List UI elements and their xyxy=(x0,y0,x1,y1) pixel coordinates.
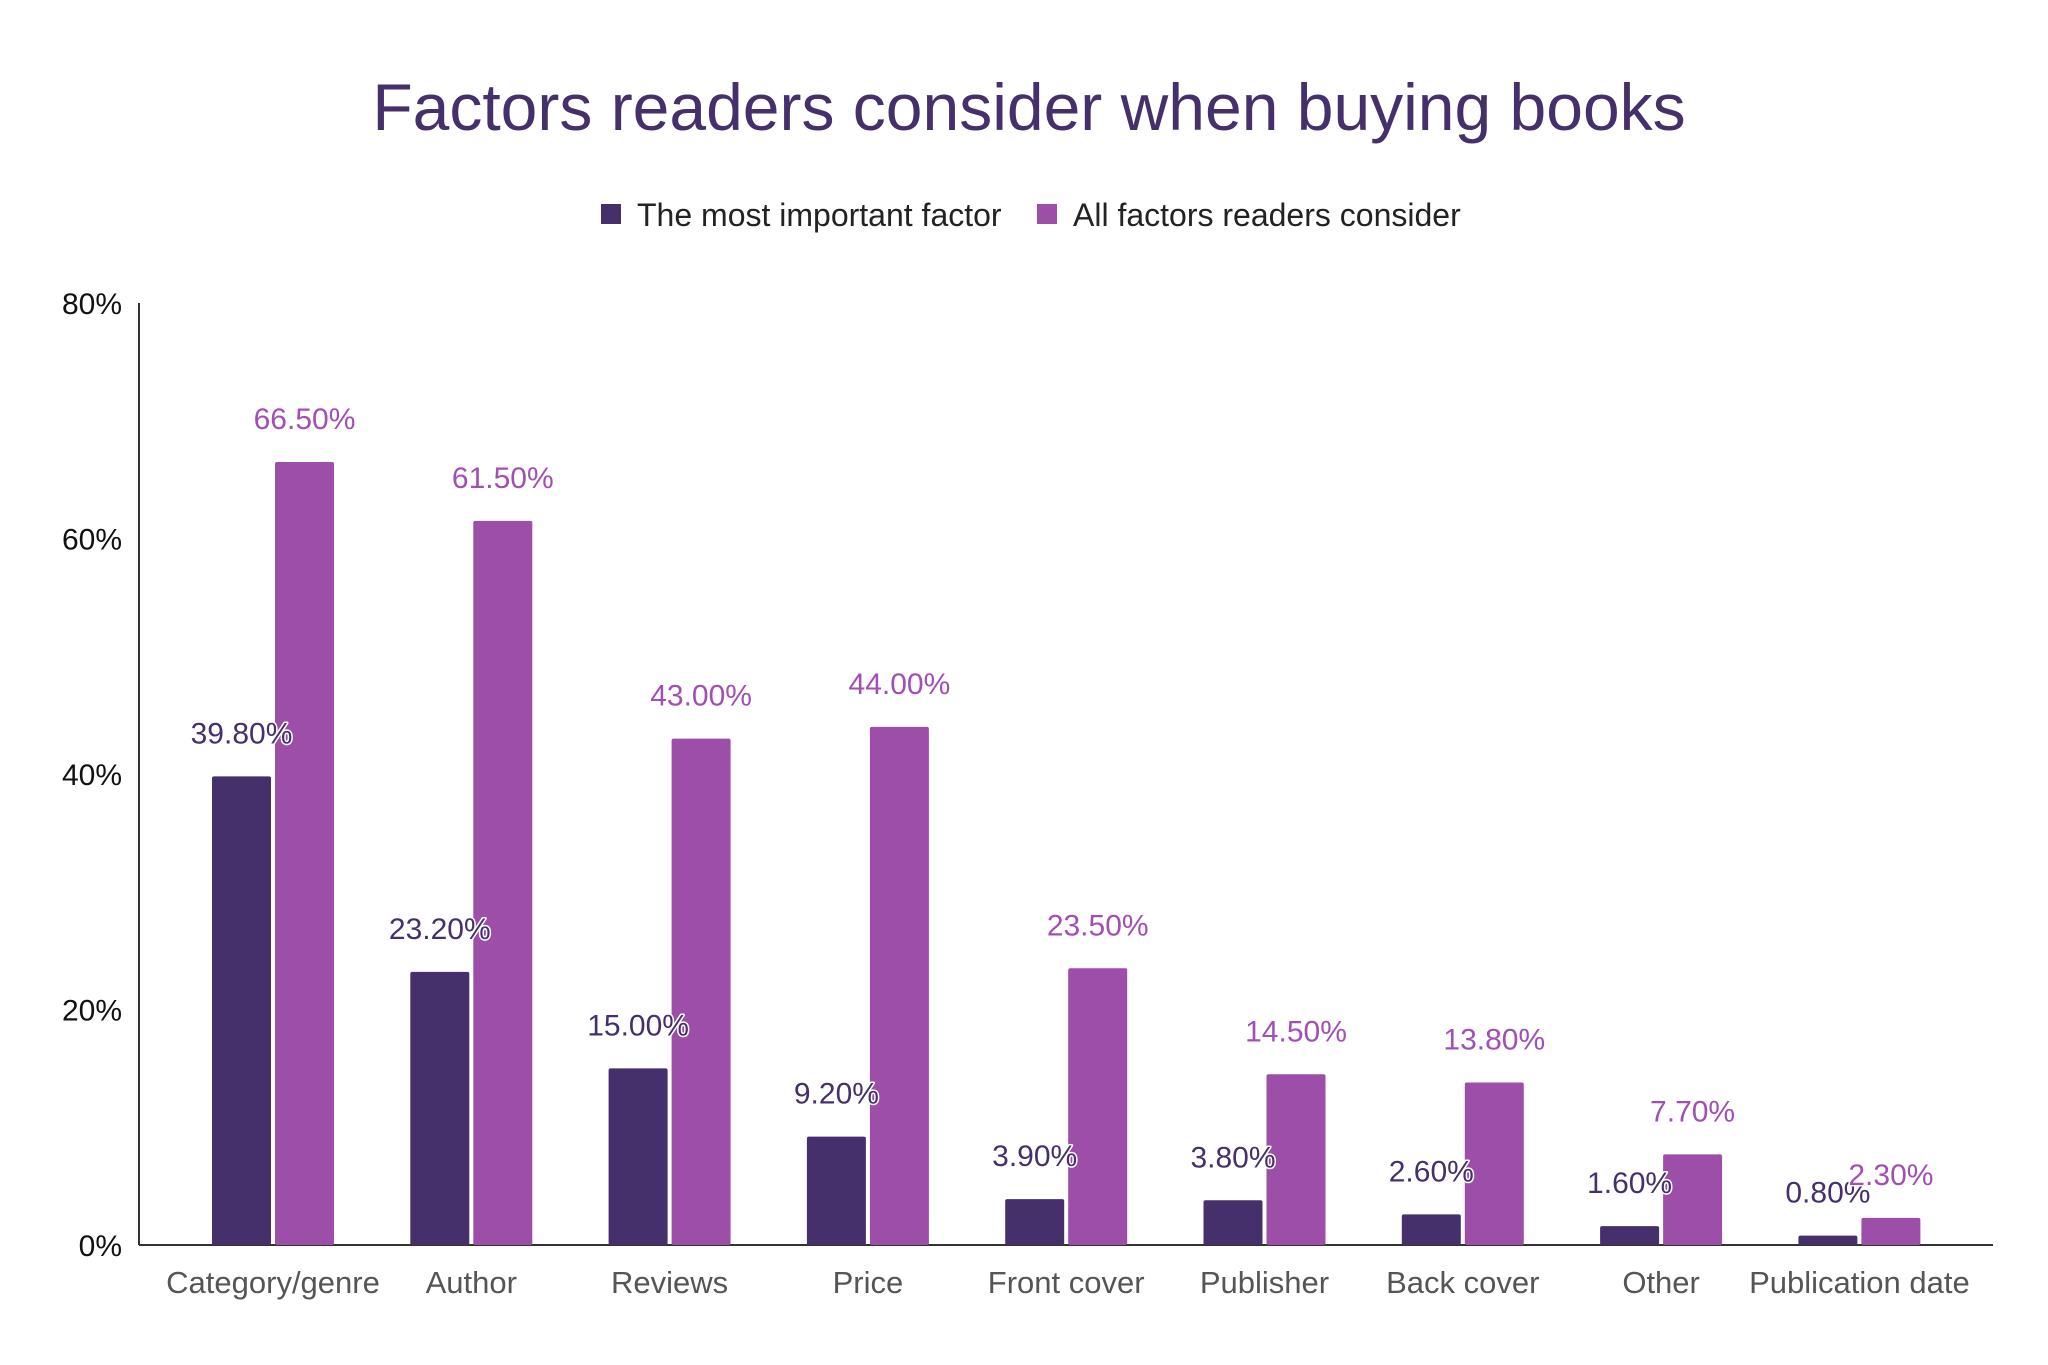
chart-title: Factors readers consider when buying boo… xyxy=(372,70,1685,144)
bar-most-important xyxy=(1798,1235,1858,1245)
bar-all-factors xyxy=(1663,1154,1723,1245)
bar-all-factors xyxy=(1266,1074,1326,1245)
data-label: 44.00% xyxy=(849,668,951,701)
data-label: 23.50% xyxy=(1047,909,1149,942)
bar-most-important xyxy=(1600,1226,1660,1245)
data-label: 2.30% xyxy=(1848,1159,1933,1192)
x-tick-label: Category/genre xyxy=(166,1265,380,1300)
data-label: 2.60% xyxy=(1389,1155,1474,1188)
y-tick-label: 0% xyxy=(79,1230,122,1263)
data-label: 3.80% xyxy=(1190,1141,1275,1174)
x-tick-label: Publisher xyxy=(1200,1265,1329,1300)
y-tick-label: 20% xyxy=(62,995,122,1028)
data-label: 61.50% xyxy=(452,462,554,495)
y-tick-label: 80% xyxy=(62,288,122,321)
data-label: 7.70% xyxy=(1650,1095,1735,1128)
x-tick-label: Reviews xyxy=(611,1265,728,1300)
x-tick-label: Publication date xyxy=(1749,1265,1970,1300)
bar-all-factors xyxy=(869,726,929,1245)
y-tick-label: 60% xyxy=(62,524,122,557)
bar-most-important xyxy=(410,971,470,1245)
x-tick-label: Front cover xyxy=(988,1265,1145,1300)
legend-label-most-important: The most important factor xyxy=(637,197,1002,233)
x-tick-label: Other xyxy=(1622,1265,1700,1300)
data-label: 66.50% xyxy=(254,403,356,436)
legend-swatch-all-factors xyxy=(1037,204,1057,224)
bar-all-factors xyxy=(1464,1082,1524,1245)
x-tick-label: Back cover xyxy=(1386,1265,1539,1300)
data-label: 39.80% xyxy=(191,717,293,750)
bar-all-factors xyxy=(1861,1217,1921,1245)
x-tick-label: Author xyxy=(426,1265,517,1300)
bar-all-factors xyxy=(1068,968,1128,1245)
x-tick-label: Price xyxy=(833,1265,904,1300)
bar-all-factors xyxy=(473,520,533,1245)
bar-most-important xyxy=(212,776,271,1245)
legend-swatch-most-important xyxy=(601,204,621,224)
bar-all-factors xyxy=(275,461,334,1245)
y-tick-label: 40% xyxy=(62,759,122,792)
data-label: 3.90% xyxy=(992,1140,1077,1173)
bar-most-important xyxy=(608,1068,668,1245)
data-label: 23.20% xyxy=(389,913,491,946)
legend-label-all-factors: All factors readers consider xyxy=(1073,197,1461,233)
data-label: 15.00% xyxy=(587,1009,689,1042)
legend: The most important factor All factors re… xyxy=(601,197,1461,233)
bar-most-important xyxy=(1005,1199,1065,1245)
data-label: 9.20% xyxy=(794,1078,879,1111)
bar-most-important xyxy=(1401,1214,1461,1245)
bar-most-important xyxy=(1203,1200,1263,1245)
data-label: 43.00% xyxy=(650,680,752,713)
bar-most-important xyxy=(806,1136,866,1245)
data-label: 1.60% xyxy=(1587,1167,1672,1200)
data-label: 0.80% xyxy=(1785,1177,1870,1210)
data-label: 13.80% xyxy=(1443,1024,1545,1057)
bar-all-factors xyxy=(671,738,731,1245)
data-label: 14.50% xyxy=(1245,1015,1347,1048)
